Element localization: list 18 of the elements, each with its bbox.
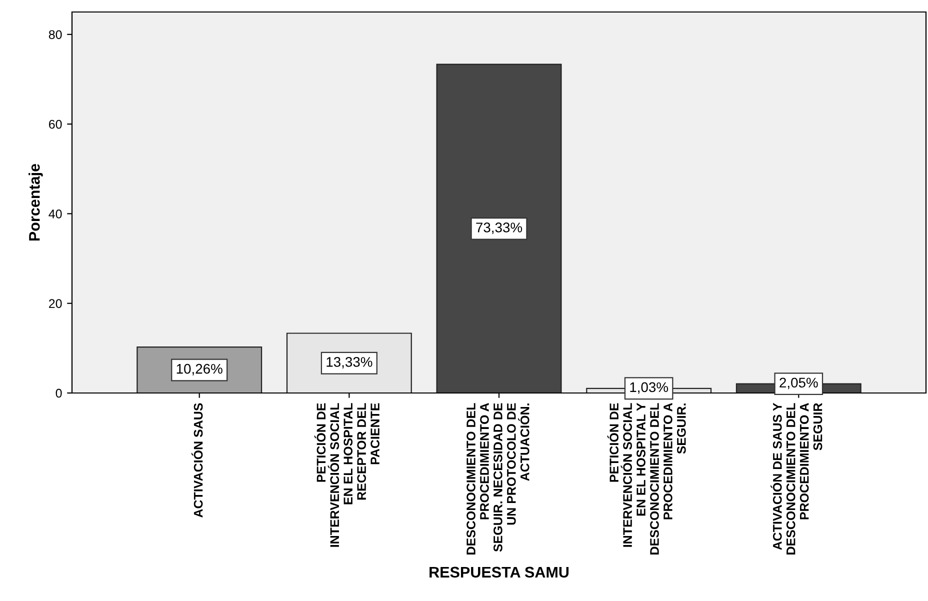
- data-label: 2,05%: [780, 378, 818, 390]
- x-tick-label: ACTIVACIÓN DE SAUS Y DESCONOCIMIENTO DEL PROCEDIMIENTO A SEGUIR: [770, 402, 822, 554]
- bar: [436, 64, 562, 393]
- x-axis-title: RESPUESTA SAMU: [430, 566, 569, 578]
- x-tick-label: DESCONOCIMIENTO DEL PROCEDIMIENTO A SEGUIR. NECESIDAD DE UN PROTOCOLO DE ACTUACIÓN.: [466, 403, 530, 554]
- y-tick-label: 80: [48, 30, 62, 40]
- y-axis-title: Porcentaje: [28, 164, 43, 241]
- data-label: 10,26%: [176, 364, 222, 376]
- y-tick-label: 0: [56, 388, 62, 398]
- x-tick-label: ACTIVACIÓN SAUS: [192, 403, 203, 518]
- y-tick-label: 60: [49, 120, 62, 129]
- y-tick-label: 20: [49, 299, 62, 308]
- data-label: 1,03%: [630, 382, 668, 394]
- x-tick-label: PETICIÓN DE INTERVENCIÓN SOCIAL EN EL HOSPITAL Y DESCONOCIMIENTO DEL PROCEDIMIENTO A SEGUIR.: [607, 402, 686, 554]
- data-label: 13,33%: [326, 357, 372, 368]
- y-tick-label: 40: [48, 210, 62, 218]
- data-label: 73,33%: [476, 222, 522, 234]
- x-tick-label: PETICIÓN DE INTERVENCIÓN SOCIAL EN EL HOSPITAL RECEPTOR DEL PACIENTE: [314, 403, 380, 547]
